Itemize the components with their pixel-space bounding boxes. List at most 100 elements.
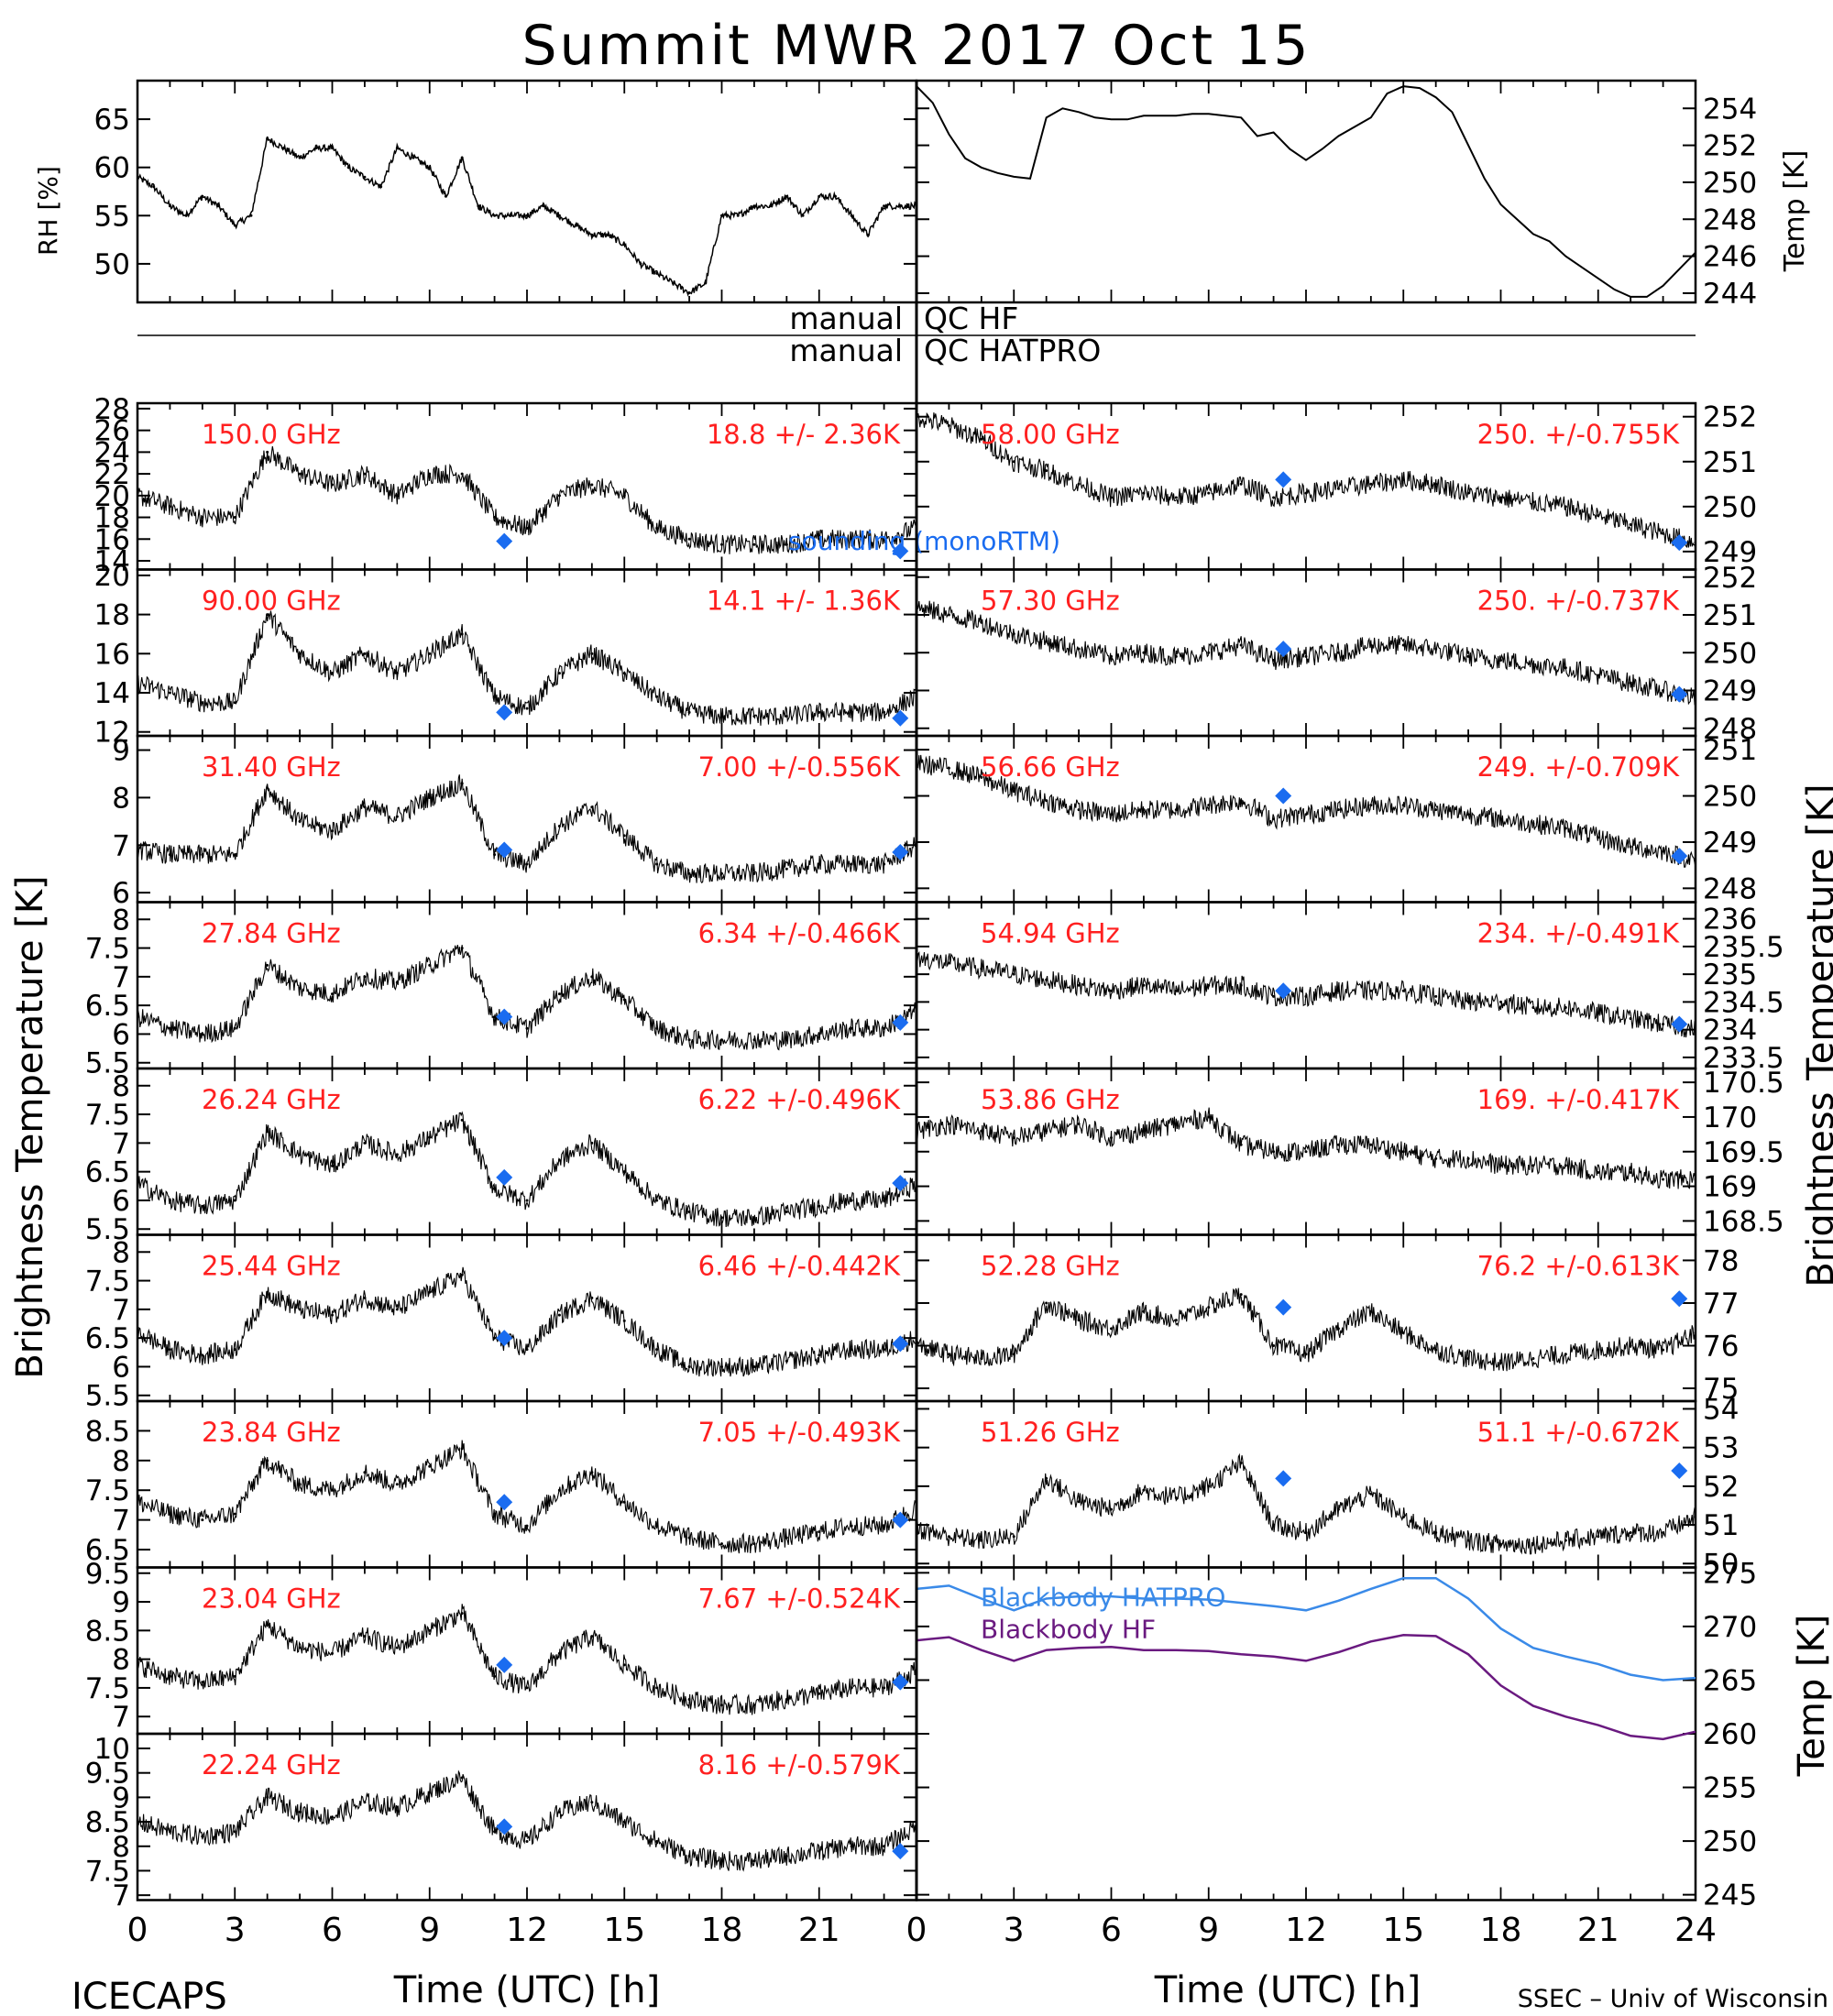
panel-tb2624: 5.566.577.58 26.24 GHz 6.22 +/-0.496K — [85, 1067, 918, 1246]
y-tick-label: 6 — [112, 1185, 130, 1218]
data-point — [1077, 1319, 1081, 1322]
freq-label: 51.26 GHz — [981, 1417, 1120, 1448]
temp-top-axis-label: Temp [K] — [1779, 150, 1811, 273]
data-point — [687, 1697, 691, 1701]
y-tick-label: 235.5 — [1703, 931, 1784, 964]
x-tick-label: 6 — [1101, 1912, 1122, 1949]
data-point — [1174, 654, 1178, 658]
data-point — [752, 1216, 756, 1220]
chart-title: Summit MWR 2017 Oct 15 — [521, 14, 1311, 78]
panel-tb2784: 5.566.577.58 27.84 GHz 6.34 +/-0.466K — [85, 901, 918, 1080]
data-point — [947, 1353, 950, 1356]
data-point — [1304, 654, 1308, 658]
data-point — [525, 1839, 529, 1843]
data-point — [493, 214, 497, 217]
data-point — [655, 1199, 659, 1202]
y-tick-label: 12 — [94, 717, 130, 750]
sounding-marker — [1671, 1290, 1688, 1308]
data-point — [525, 707, 529, 710]
data-point — [720, 214, 723, 217]
data-point — [1207, 983, 1211, 987]
data-point — [137, 1820, 139, 1824]
data-point — [1694, 1516, 1696, 1519]
sounding-marker — [496, 1330, 513, 1347]
freq-label: 27.84 GHz — [202, 918, 341, 949]
y-tick-label: 9 — [112, 735, 130, 768]
panels: 5055606524424624825025225414161820222426… — [85, 79, 1784, 1949]
data-point — [622, 1319, 626, 1322]
data-point — [655, 1026, 659, 1030]
data-point — [898, 204, 902, 208]
data-point — [655, 526, 659, 530]
stat-label: 250. +/-0.755K — [1477, 419, 1680, 450]
data-point — [1629, 1017, 1632, 1021]
data-point — [1662, 849, 1665, 853]
data-point — [850, 710, 853, 714]
data-point — [1401, 1150, 1405, 1154]
data-point — [395, 494, 399, 498]
freq-label: 90.00 GHz — [202, 586, 341, 617]
data-point — [1499, 1164, 1502, 1167]
data-point — [1694, 1178, 1696, 1181]
data-point — [460, 632, 464, 636]
data-point — [818, 194, 821, 198]
panel-data — [916, 1107, 1696, 1189]
data-point — [947, 961, 950, 965]
data-point — [655, 695, 659, 698]
data-point — [1564, 1164, 1567, 1167]
data-point — [752, 1364, 756, 1368]
data-point — [850, 214, 853, 217]
data-point — [395, 981, 399, 984]
data-point — [883, 710, 886, 714]
y-tick-label: 248 — [1703, 872, 1757, 905]
data-point — [1207, 804, 1211, 807]
data-point — [1239, 1293, 1243, 1297]
y-tick-label: 236 — [1703, 904, 1757, 937]
data-point — [818, 710, 821, 714]
data-point — [1304, 1150, 1308, 1154]
data-point — [883, 204, 886, 208]
data-point — [1045, 978, 1048, 981]
data-point — [460, 1776, 464, 1780]
y-tick-label: 18 — [94, 502, 130, 535]
data-point — [1434, 1531, 1438, 1535]
data-point — [1531, 1005, 1535, 1009]
data-point — [137, 1181, 139, 1185]
data-point — [1466, 1000, 1470, 1003]
data-point — [493, 1336, 497, 1340]
data-point — [1336, 1327, 1340, 1331]
sounding-marker — [892, 1843, 909, 1860]
data-point — [752, 715, 756, 718]
y-tick-label: 245 — [1703, 1879, 1757, 1912]
data-point — [752, 1542, 756, 1546]
y-tick-label: 28 — [94, 393, 130, 426]
data-point — [1401, 804, 1405, 807]
sounding-marker — [496, 841, 513, 859]
data-point — [1272, 1150, 1276, 1154]
data-point — [1272, 659, 1276, 662]
data-point — [266, 786, 269, 790]
x-tick-label: 18 — [1480, 1912, 1522, 1949]
data-point — [850, 1026, 853, 1030]
data-point — [1694, 1028, 1696, 1032]
y-tick-label: 8 — [112, 1070, 130, 1103]
data-point — [1694, 696, 1696, 700]
y-tick-label: 53 — [1703, 1432, 1739, 1465]
data-point — [266, 450, 269, 454]
data-point — [201, 1681, 204, 1684]
data-point — [687, 1536, 691, 1539]
data-point — [428, 1628, 432, 1632]
sounding-marker — [892, 1175, 909, 1192]
data-point — [281, 147, 285, 150]
freq-label: 54.94 GHz — [981, 918, 1120, 949]
data-point — [1662, 689, 1665, 692]
y-tick-label: 7 — [112, 1505, 130, 1538]
data-point — [1077, 647, 1081, 651]
data-point — [720, 542, 723, 546]
y-tick-label: 6 — [112, 1018, 130, 1051]
sounding-marker — [892, 844, 909, 861]
data-point — [1304, 1353, 1308, 1356]
data-point — [622, 243, 626, 247]
data-point — [266, 1290, 269, 1294]
freq-label: 22.24 GHz — [202, 1749, 341, 1780]
